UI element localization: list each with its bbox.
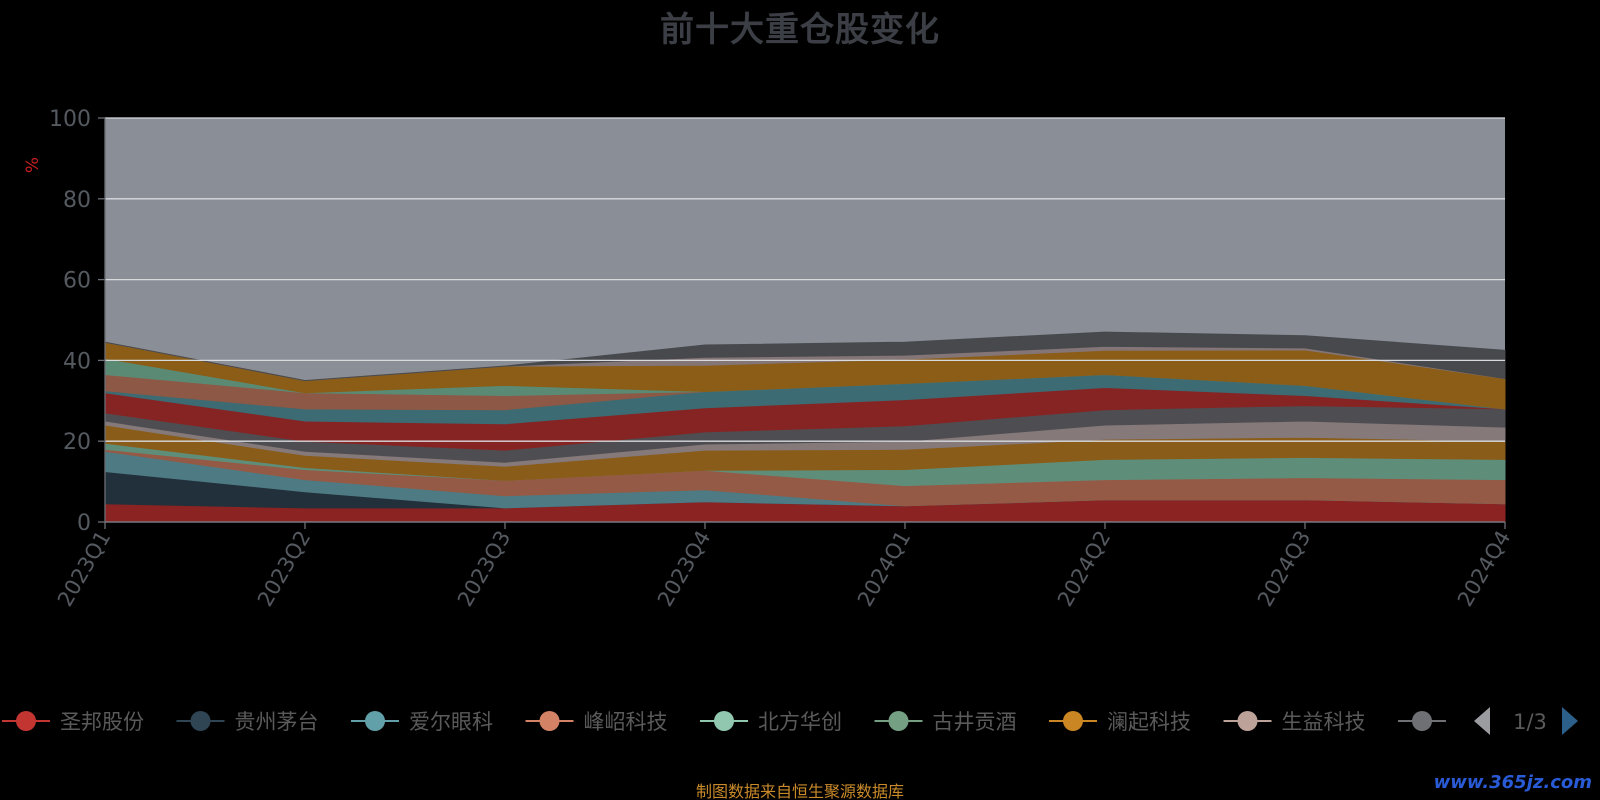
x-tick-label: 2024Q2: [1053, 527, 1115, 611]
legend-item[interactable]: 生益科技: [1223, 710, 1366, 734]
x-tick-label: 2023Q3: [453, 527, 515, 611]
legend-item[interactable]: 澜起科技: [1049, 710, 1191, 734]
legend-circle-icon: [888, 711, 909, 731]
legend-item[interactable]: 贵州茅台: [176, 710, 319, 734]
legend-page-indicator: 1/3: [1513, 710, 1547, 734]
x-tick-label: 2024Q4: [1453, 527, 1515, 611]
legend-circle-icon: [1237, 711, 1258, 731]
x-tick-label: 2024Q1: [853, 527, 915, 611]
legend-item[interactable]: 峰岹科技: [525, 710, 668, 734]
legend-label: 生益科技: [1282, 710, 1366, 734]
legend-label: 峰岹科技: [584, 710, 668, 734]
legend-next-icon[interactable]: [1562, 707, 1578, 735]
source-note: 制图数据来自恒生聚源数据库: [695, 782, 904, 800]
legend-circle-icon: [365, 711, 385, 731]
y-tick-label: 100: [49, 107, 91, 132]
legend: 圣邦股份 贵州茅台 爱尔眼科 峰岹科技 北方华创 古井贡酒 澜起科技 生益科技: [2, 710, 1446, 734]
legend-label: 古井贡酒: [933, 710, 1017, 734]
legend-label: 贵州茅台: [235, 710, 319, 734]
y-tick-label: 80: [63, 188, 91, 213]
y-tick-label: 0: [77, 511, 91, 536]
y-tick-label: 60: [63, 269, 91, 294]
legend-circle-icon: [539, 711, 560, 731]
legend-circle-icon: [16, 711, 36, 731]
legend-item[interactable]: 北方华创: [700, 710, 842, 734]
legend-pager: 1/3: [1474, 707, 1578, 735]
x-tick-label: 2023Q1: [53, 527, 115, 611]
legend-prev-icon[interactable]: [1474, 707, 1490, 735]
watermark: www.365jz.com: [1433, 772, 1592, 793]
y-axis-label: %: [23, 157, 43, 173]
x-tick-label: 2023Q4: [653, 527, 715, 611]
y-tick-label: 40: [63, 349, 91, 374]
legend-label: 圣邦股份: [60, 710, 144, 734]
legend-circle-icon: [1063, 711, 1083, 731]
x-tick-label: 2023Q2: [253, 527, 315, 611]
legend-label: 爱尔眼科: [409, 710, 493, 734]
legend-label: 北方华创: [758, 710, 842, 734]
legend-circle-icon: [1412, 711, 1432, 731]
legend-item[interactable]: [1398, 711, 1446, 731]
legend-item[interactable]: 古井贡酒: [874, 710, 1017, 734]
legend-item[interactable]: 圣邦股份: [2, 710, 144, 734]
areas-layer: [104, 331, 1506, 523]
legend-circle-icon: [190, 711, 211, 731]
area-layer-15: [104, 331, 1506, 382]
chart-title: 前十大重仓股变化: [660, 10, 940, 50]
y-tick-label: 20: [63, 430, 91, 455]
x-tick-label: 2024Q3: [1253, 527, 1315, 611]
legend-item[interactable]: 爱尔眼科: [351, 710, 493, 734]
legend-circle-icon: [714, 711, 734, 731]
legend-label: 澜起科技: [1107, 710, 1191, 734]
